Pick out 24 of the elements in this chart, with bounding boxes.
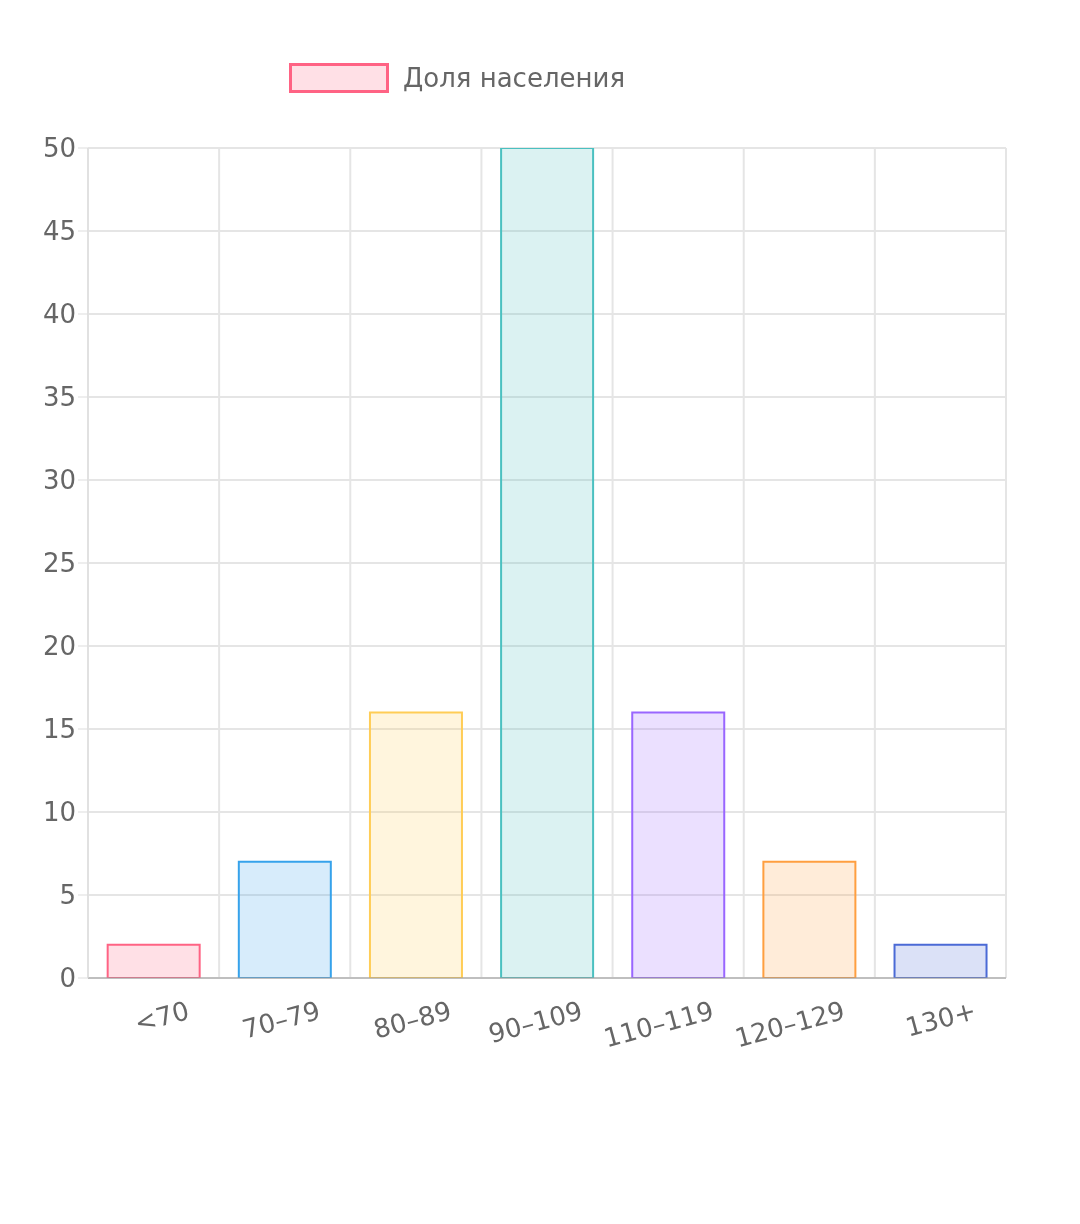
y-tick-label: 5 (59, 880, 76, 911)
bar (237, 860, 332, 978)
legend-label: Доля населения (402, 63, 626, 93)
x-tick-label: 130+ (902, 995, 980, 1043)
y-tick-label: 30 (42, 465, 76, 496)
x-tick-label: 90–109 (485, 995, 586, 1049)
x-tick-label: 80–89 (370, 995, 455, 1045)
y-tick-label: 50 (42, 133, 76, 164)
y-tick-label: 0 (59, 963, 76, 994)
bar (893, 943, 988, 978)
y-tick-label: 40 (42, 299, 76, 330)
y-tick-label: 25 (42, 548, 76, 579)
x-tick-label: 70–79 (239, 995, 324, 1045)
y-tick-label: 45 (42, 216, 76, 247)
y-tick-label: 10 (42, 797, 76, 828)
bar (500, 148, 595, 978)
bar (631, 711, 726, 978)
y-tick-label: 20 (42, 631, 76, 662)
bar (106, 943, 201, 978)
bar (762, 860, 857, 978)
bar (368, 711, 463, 978)
x-tick-label: <70 (131, 995, 193, 1039)
y-tick-label: 35 (42, 382, 76, 413)
y-tick-label: 15 (42, 714, 76, 745)
